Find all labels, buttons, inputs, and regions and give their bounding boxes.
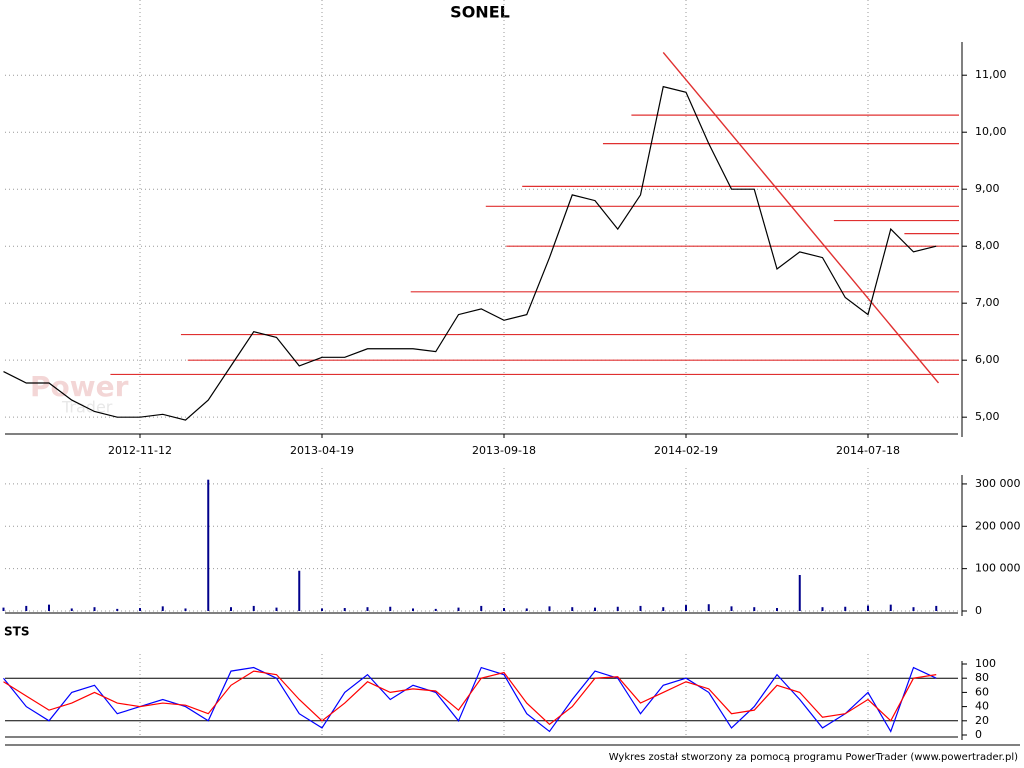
bar — [184, 608, 187, 611]
bar — [503, 608, 505, 611]
bar — [161, 606, 164, 611]
bar — [93, 607, 96, 611]
y-tick-label: 0 — [975, 604, 982, 617]
bar — [821, 607, 824, 611]
bar — [571, 607, 574, 611]
bar — [275, 607, 278, 611]
trend-line — [662, 51, 940, 384]
bar — [230, 607, 232, 611]
y-tick-label: 9,00 — [975, 182, 1000, 195]
bar — [343, 608, 346, 611]
bar — [457, 607, 460, 611]
x-tick-label: 2014-07-18 — [836, 444, 900, 457]
y-tick-label: 100 — [975, 657, 996, 670]
bar — [776, 608, 778, 611]
x-tick-label: 2014-02-19 — [654, 444, 718, 457]
bar — [912, 607, 915, 611]
y-tick-label: 80 — [975, 671, 989, 684]
footer: Wykres został stworzony za pomocą progra… — [609, 752, 1018, 763]
bar — [662, 607, 665, 611]
bar — [434, 608, 437, 611]
bar — [730, 606, 733, 611]
watermark: Power — [30, 370, 129, 403]
y-tick-label: 5,00 — [975, 410, 1000, 423]
y-tick-label: 8,00 — [975, 239, 1000, 252]
y-tick-label: 0 — [975, 728, 982, 741]
bar — [594, 607, 596, 611]
y-tick-label: 11,00 — [975, 68, 1007, 81]
x-tick-label: 2013-04-19 — [290, 444, 354, 457]
bar — [548, 606, 551, 611]
bar — [844, 606, 847, 611]
y-tick-label: 10,00 — [975, 125, 1007, 138]
bar — [2, 607, 5, 611]
bar — [685, 605, 687, 611]
bar — [116, 608, 119, 611]
x-tick-label: 2013-09-18 — [472, 444, 536, 457]
x-tick-label: 2012-11-12 — [108, 444, 172, 457]
chart-title: SONEL — [450, 3, 510, 22]
bar — [139, 608, 141, 611]
bar — [70, 608, 73, 611]
bar — [639, 605, 642, 611]
y-tick-label: 40 — [975, 700, 989, 713]
bar — [889, 604, 892, 611]
y-tick-label: 200 000 — [975, 519, 1021, 532]
bar — [525, 608, 528, 611]
series-line — [3, 85, 937, 421]
y-tick-label: 300 000 — [975, 477, 1021, 490]
y-tick-label: 6,00 — [975, 353, 1000, 366]
bar — [707, 604, 710, 611]
bar — [412, 608, 414, 611]
bar — [480, 605, 483, 611]
watermark: Trader — [61, 398, 113, 417]
bar — [207, 479, 210, 611]
bar — [798, 574, 801, 611]
series-line — [3, 670, 937, 726]
bar — [48, 604, 50, 611]
bar — [252, 605, 255, 611]
bar — [616, 606, 619, 611]
bar — [25, 605, 28, 611]
y-tick-label: 7,00 — [975, 296, 1000, 309]
panel-title: STS — [4, 625, 29, 639]
bar — [298, 570, 301, 611]
y-tick-label: 20 — [975, 714, 989, 727]
bar — [389, 606, 392, 611]
y-tick-label: 60 — [975, 685, 989, 698]
bar — [321, 608, 323, 611]
y-tick-label: 100 000 — [975, 562, 1021, 575]
bar — [935, 605, 938, 611]
bar — [753, 607, 756, 611]
bar — [867, 605, 869, 611]
bar — [366, 607, 369, 611]
